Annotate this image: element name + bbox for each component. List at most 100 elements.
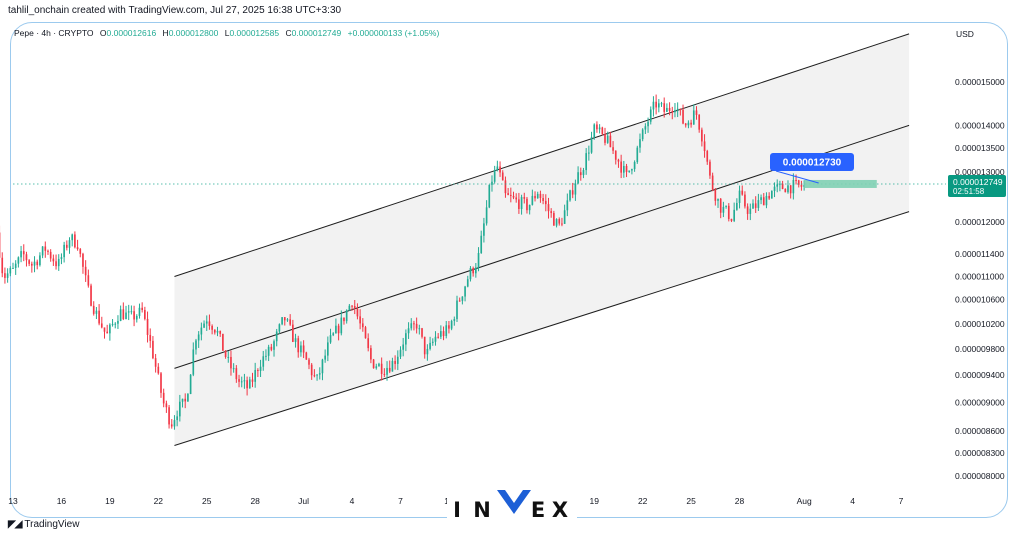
candle-body (561, 223, 563, 225)
tradingview-logo-icon: ◤◢ (8, 519, 22, 530)
candle-body (187, 394, 189, 402)
candle-body (504, 180, 507, 194)
candle-body (421, 328, 423, 337)
candle-body (200, 327, 203, 335)
candle-body (211, 325, 213, 330)
candle-body (402, 344, 405, 350)
candle-body (327, 342, 329, 356)
candle-body (582, 170, 585, 176)
candle-body (197, 334, 200, 341)
candle-body (243, 380, 246, 382)
candle-body (133, 311, 135, 320)
price-axis-tick-label: 0.000014000 (955, 120, 1005, 130)
parallel-channel[interactable] (174, 33, 910, 447)
candle-body (765, 195, 768, 206)
candle-body (224, 350, 227, 357)
candle-body (60, 257, 63, 259)
candle-body (114, 323, 117, 325)
price-axis-tick-label: 0.000011000 (955, 272, 1004, 282)
candles (0, 94, 805, 430)
candle-body (205, 321, 208, 324)
candle-body (165, 403, 168, 408)
change-value: +0.000000133 (+1.05%) (347, 28, 440, 38)
candle-body (55, 261, 57, 267)
candle-body (485, 207, 488, 224)
currency-label[interactable]: USD (956, 29, 974, 39)
candle-body (335, 325, 337, 334)
price-axis-tick-label: 0.000013500 (955, 143, 1005, 153)
candle-body (321, 359, 324, 374)
candle-body (768, 195, 770, 199)
candle-body (590, 137, 593, 153)
price-axis-tick-label: 0.000008300 (955, 448, 1005, 458)
candle-body (666, 107, 668, 112)
candle-body (138, 307, 141, 316)
candle-body (227, 356, 230, 358)
candle-body (569, 190, 571, 201)
candle-body (310, 364, 313, 376)
tradingview-brand[interactable]: ◤◢ TradingView (8, 519, 79, 530)
candle-body (655, 101, 657, 108)
candle-body (722, 206, 725, 213)
candle-body (797, 180, 800, 185)
candle-body (219, 331, 222, 334)
candle-body (601, 127, 604, 135)
target-label-box (770, 153, 854, 171)
candle-body (690, 122, 692, 125)
candle-body (789, 185, 792, 194)
symbol-label[interactable]: Pepe · 4h · CRYPTO (14, 28, 94, 38)
candle-body (308, 359, 310, 365)
candle-body (168, 407, 170, 425)
candle-body (641, 129, 644, 140)
time-axis-tick-label: 22 (638, 496, 648, 506)
candle-body (596, 124, 598, 130)
candle-body (507, 193, 509, 195)
candle-body (33, 261, 36, 266)
candle-body (746, 206, 749, 214)
candle-body (251, 379, 254, 382)
candle-body (555, 219, 558, 226)
candle-body (614, 150, 617, 160)
candle-body (418, 328, 421, 330)
candle-body (316, 374, 318, 376)
candle-body (445, 325, 448, 337)
candle-body (144, 309, 146, 319)
candle-body (47, 250, 49, 252)
candle-body (146, 318, 149, 335)
candle-body (571, 190, 574, 195)
candle-body (39, 255, 41, 266)
candle-body (776, 184, 779, 187)
time-axis-tick-label: 7 (899, 496, 904, 506)
candle-body (542, 198, 544, 201)
candle-body (270, 346, 273, 350)
candle-body (367, 338, 370, 349)
candle-body (588, 152, 590, 154)
candle-body (286, 319, 289, 321)
candle-body (612, 147, 614, 151)
invex-letter: X (552, 498, 574, 522)
candle-body (313, 375, 316, 377)
price-axis[interactable]: 0.000015000 0.000014000 0.000013500 0.00001… (948, 77, 1006, 481)
candle-body (394, 360, 396, 364)
candle-body (391, 360, 394, 372)
candle-body (378, 363, 380, 367)
candle-body (399, 349, 402, 357)
candle-body (577, 172, 579, 184)
candle-body (520, 197, 523, 209)
candle-body (550, 211, 553, 214)
candle-body (195, 340, 197, 350)
candle-body (760, 197, 762, 201)
candle-body (450, 320, 453, 329)
candle-body (410, 323, 413, 329)
candle-body (305, 352, 308, 360)
candle-body (9, 268, 12, 274)
time-axis-tick-label: 25 (202, 496, 212, 506)
candle-body (65, 244, 68, 248)
candle-body (278, 324, 281, 332)
candle-body (122, 309, 125, 320)
candle-body (413, 323, 415, 325)
candle-body (52, 258, 55, 262)
price-axis-tick-label: 0.000008000 (955, 471, 1005, 481)
candle-body (633, 162, 636, 170)
